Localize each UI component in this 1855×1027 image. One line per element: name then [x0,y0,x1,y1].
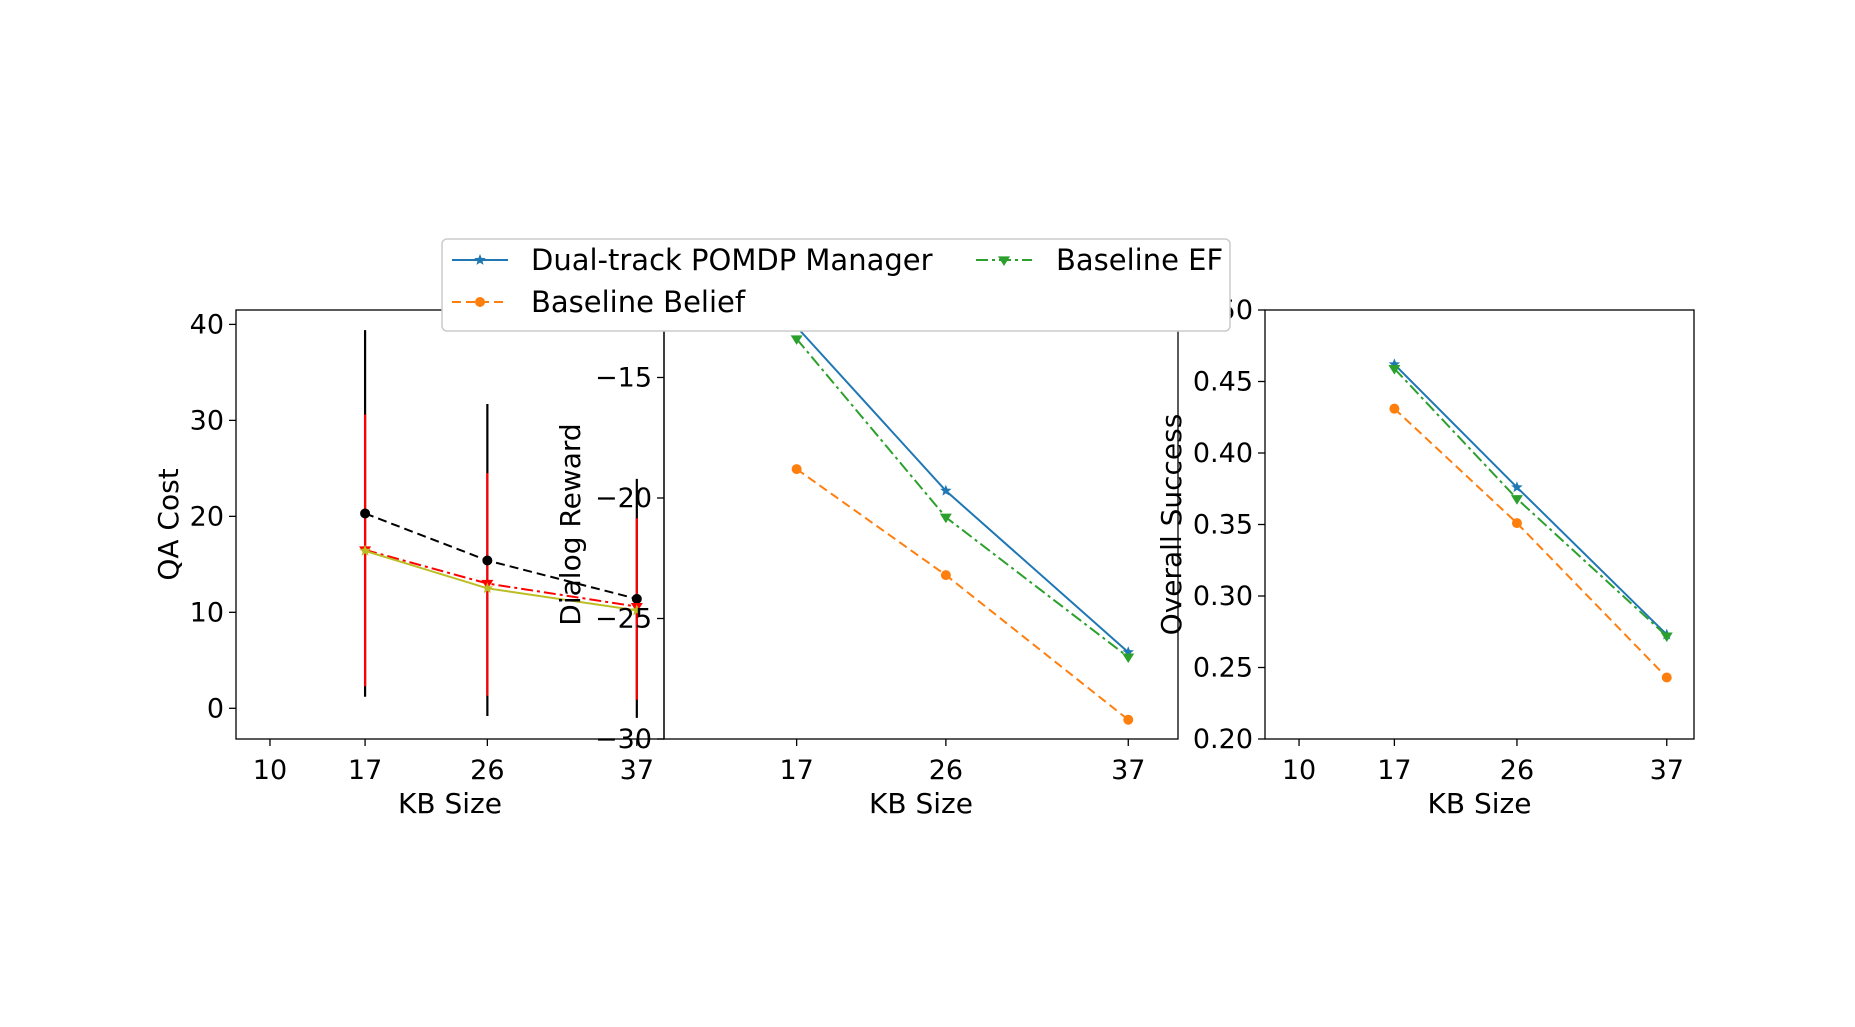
series-line [1393,407,1668,679]
data-point [631,604,643,616]
y-tick-label: 10 [190,597,224,628]
data-point [790,335,803,345]
x-axis-label: KB Size [398,787,502,820]
series-line [1393,363,1668,636]
data-point [791,464,802,475]
y-tick-label: 0.45 [1193,367,1253,398]
data-point [1511,481,1523,493]
y-tick-label: 0.40 [1193,438,1253,469]
legend-entry-baseline-belief: Baseline Belief [452,285,746,319]
y-tick-label: −20 [595,483,652,514]
legend: Dual-track POMDP Manager Baseline EF Bas… [441,238,1231,332]
legend-marker [475,297,485,307]
y-tick-label: 0.35 [1193,510,1253,541]
legend-label: Baseline Belief [531,285,746,319]
dialog-reward-panel: 17 26 37 −15 −20 −25 −30 KB Size Dialog Reward [554,309,1179,820]
legend-swatch-marker [998,256,1010,266]
legend-swatch-marker [475,297,485,307]
y-axis-label: Dialog Reward [554,423,587,625]
x-axis-label: KB Size [869,787,973,820]
data-point [1388,365,1401,375]
y-tick-label: 0.20 [1193,724,1253,755]
legend-entry-baseline-ef: Baseline EF [976,243,1223,277]
data-point [1122,653,1135,664]
y-tick-label: 20 [190,501,224,532]
y-tick-label: −15 [595,362,652,393]
legend-marker [474,254,486,265]
y-tick-label: 0 [207,693,224,724]
x-tick-label: 17 [348,755,382,786]
y-tick-label: 40 [190,309,224,340]
series-line [364,548,637,608]
qa-cost-panel: 10 17 26 37 0 10 20 30 40 KB Size QA Cost [152,309,665,820]
data-point [940,484,952,496]
y-tick-label: 30 [190,405,224,436]
axes-frame [663,309,1179,740]
legend-marker [998,256,1010,266]
y-tick-label: 0.30 [1193,581,1253,612]
y-axis-label: QA Cost [152,468,185,580]
legend-entry-dual-track: Dual-track POMDP Manager [452,243,933,277]
data-point [1122,646,1134,658]
y-tick-label: −25 [595,603,652,634]
data-point [631,593,642,604]
data-point [482,555,493,566]
y-axis-label: Overall Success [1155,414,1188,636]
x-tick-label: 26 [1500,755,1534,786]
series-line [364,549,637,612]
series-line [795,326,1129,653]
plot-area [790,320,1135,725]
data-point [1123,714,1134,725]
data-point [360,508,371,519]
legend-swatch-marker [474,254,486,265]
data-point [481,582,494,594]
x-tick-label: 17 [1377,755,1411,786]
data-point [1660,632,1673,643]
data-point [1388,358,1401,370]
data-point [1511,518,1522,529]
x-axis-label: KB Size [1428,787,1532,820]
y-tick-label: −30 [595,724,652,755]
data-point [940,570,951,581]
data-point [1389,403,1400,414]
plot-area [1388,358,1673,683]
x-tick-label: 37 [620,755,654,786]
x-tick-label: 37 [1111,755,1145,786]
x-tick-label: 10 [1282,755,1316,786]
plot-area [359,330,643,718]
data-point [359,544,371,556]
x-tick-label: 37 [1650,755,1684,786]
x-tick-label: 26 [929,755,963,786]
x-tick-label: 26 [470,755,504,786]
legend-label: Dual-track POMDP Manager [531,243,933,277]
legend-box [441,238,1231,332]
legend-label: Baseline EF [1056,243,1223,277]
data-point [1661,672,1672,683]
x-tick-label: 10 [253,755,287,786]
x-tick-label: 17 [779,755,813,786]
data-point [939,513,952,524]
y-tick-label: 0.25 [1193,653,1253,684]
series-line [1393,367,1668,637]
axes-frame [1264,309,1695,740]
data-point [1510,495,1523,505]
